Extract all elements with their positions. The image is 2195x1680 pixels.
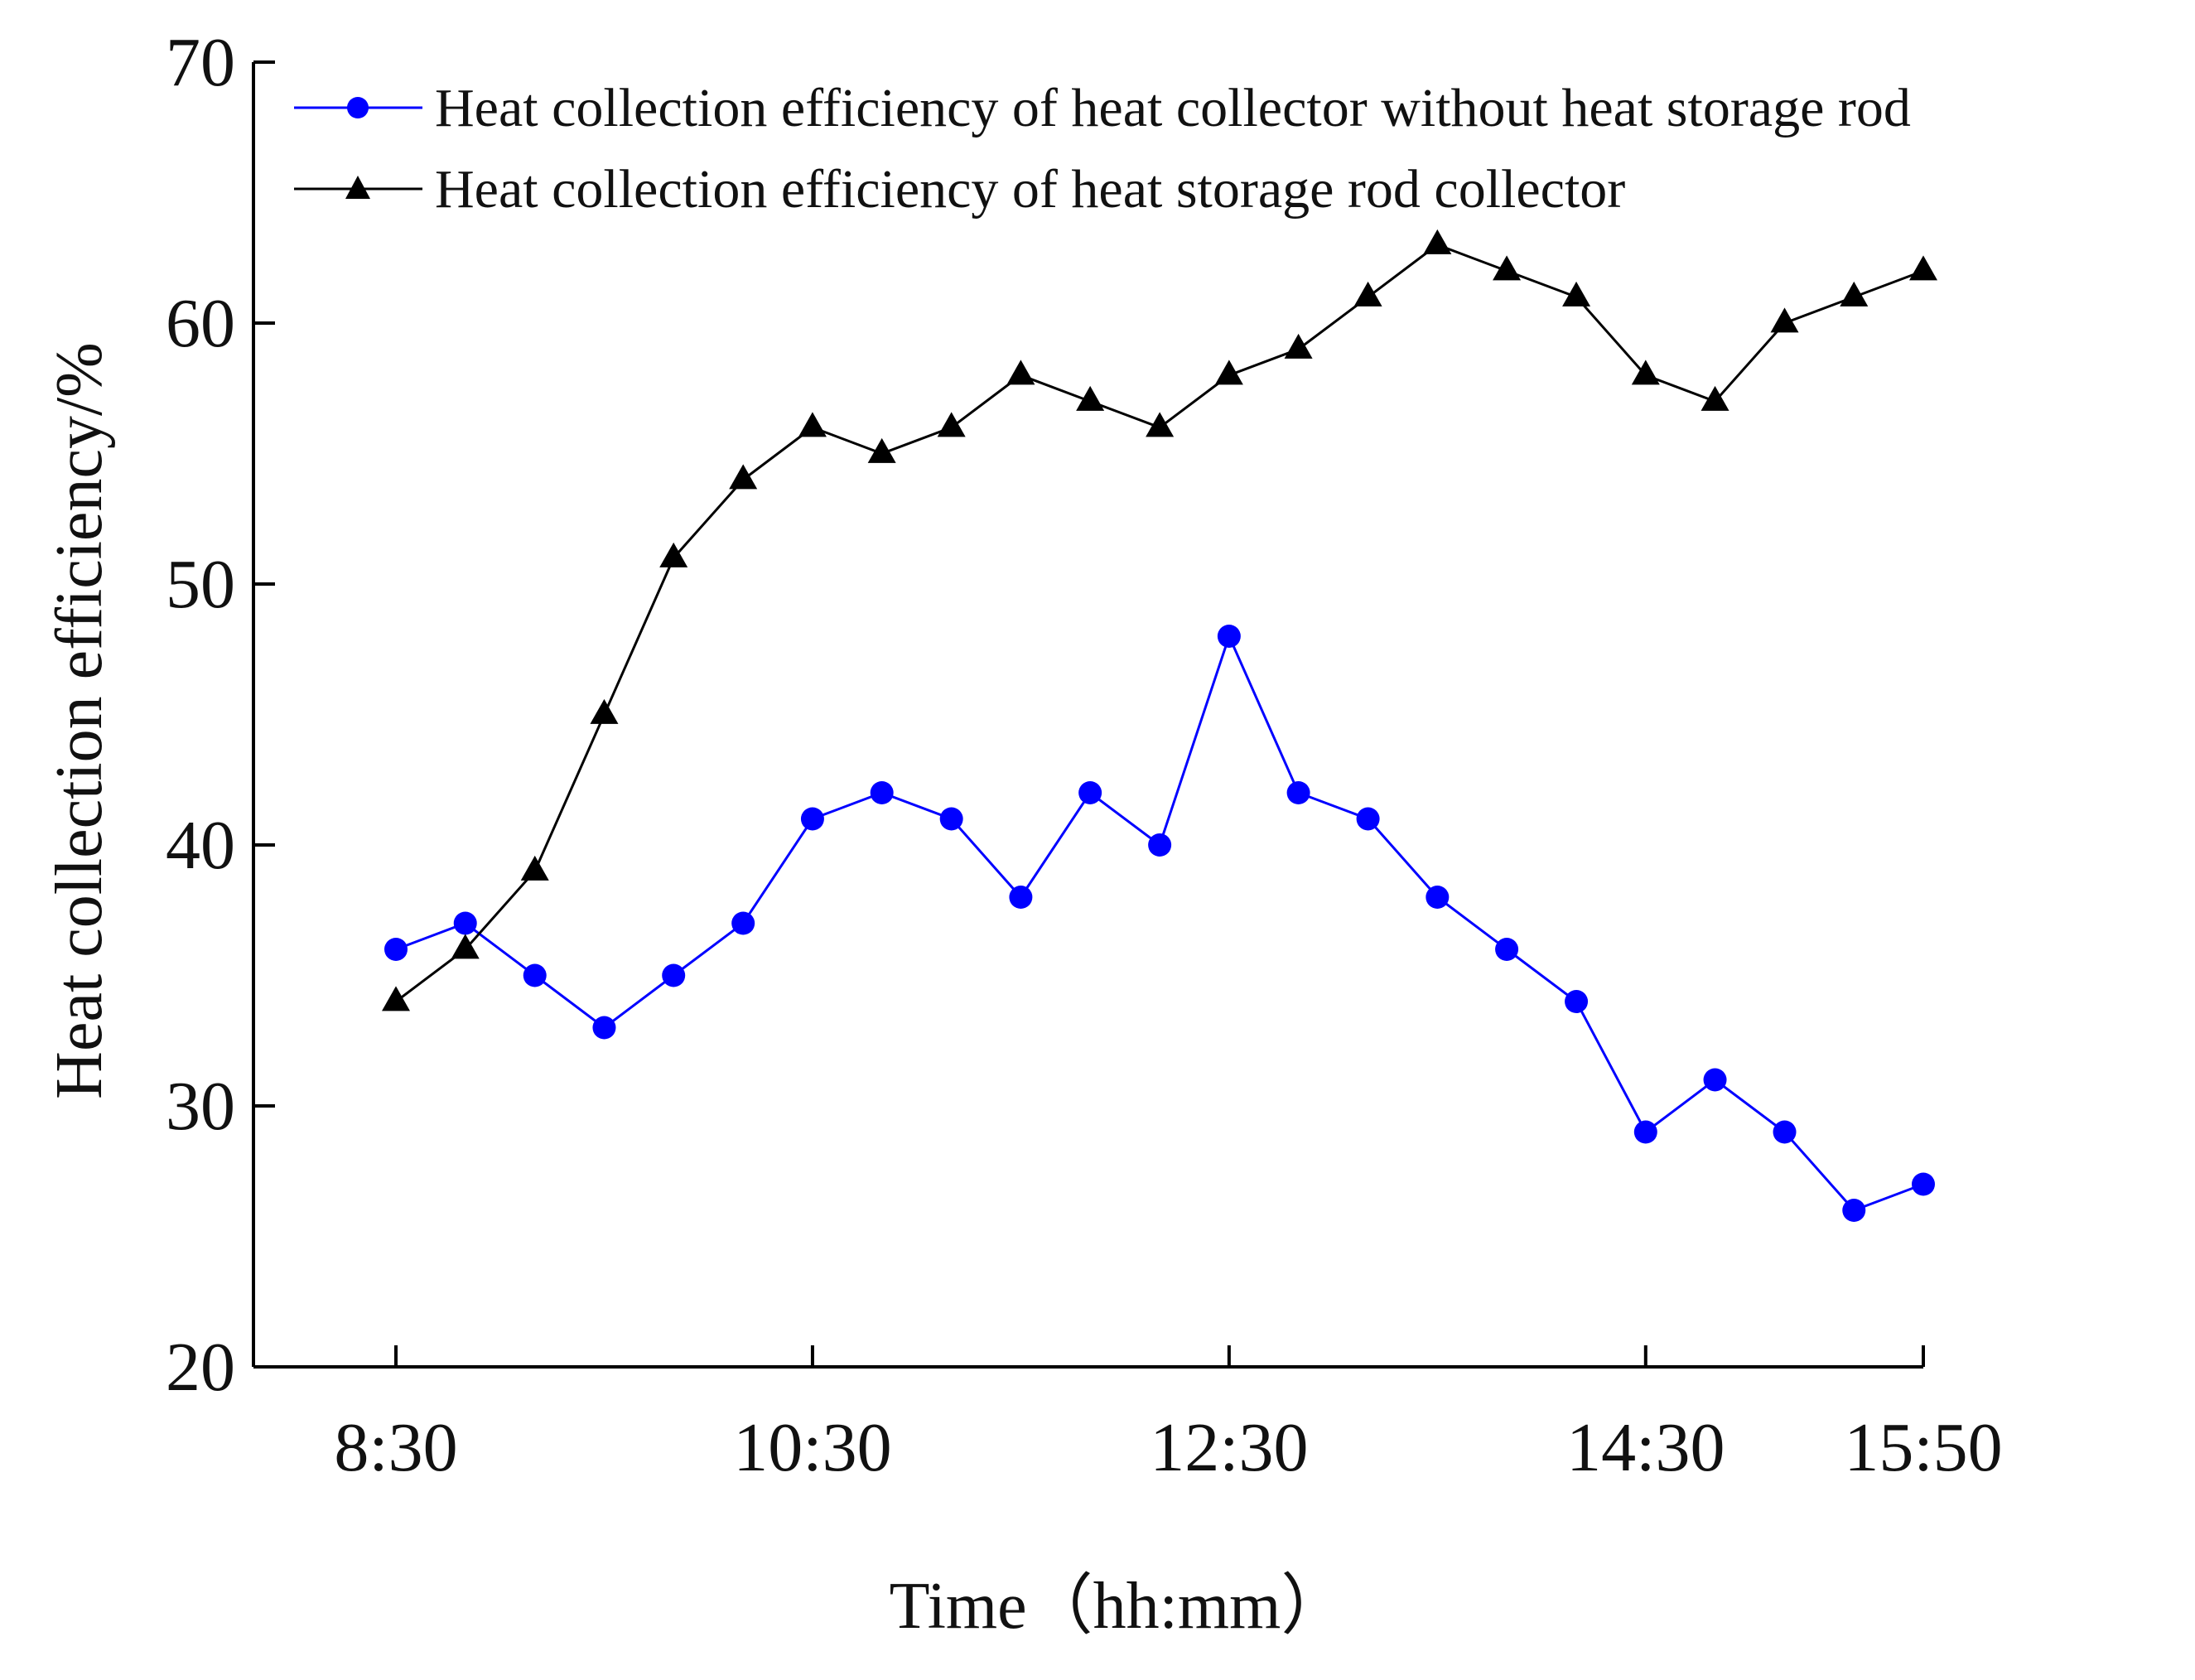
- series-2-point: [1493, 255, 1522, 281]
- series-1-point: [870, 781, 894, 804]
- series-2-line: [395, 243, 1924, 1003]
- series-1-point: [1426, 886, 1450, 909]
- series-1-point: [1356, 807, 1380, 831]
- x-tick-label: 8:30: [334, 1409, 457, 1486]
- series-1-point: [662, 963, 686, 987]
- series-1-point: [731, 911, 755, 935]
- series-1-point: [1148, 833, 1172, 857]
- series-2-point: [451, 934, 480, 959]
- series-2-point: [659, 542, 688, 567]
- series-2-point: [867, 437, 896, 463]
- legend-series-2-marker: [345, 176, 370, 199]
- series-2-point: [1631, 360, 1660, 385]
- series-1-line: [395, 632, 1924, 1212]
- series-2-point: [937, 412, 966, 437]
- x-tick-label: 15:50: [1844, 1409, 2002, 1486]
- series-1-point: [1565, 990, 1589, 1013]
- series-2-point: [1701, 385, 1729, 411]
- legend-series-1-marker: [347, 97, 369, 118]
- series-2-point: [1214, 360, 1243, 385]
- series-lines: [382, 229, 1937, 1222]
- x-axis-title: Time（hh:mm）: [890, 1570, 1348, 1643]
- series-2-point: [382, 986, 410, 1011]
- series-1: [384, 625, 1935, 1222]
- x-tick-label: 14:30: [1566, 1409, 1725, 1486]
- y-tick-label: 40: [166, 807, 235, 884]
- series-2-point: [1909, 255, 1937, 281]
- series-1-point: [453, 911, 477, 935]
- series-2-point: [1840, 281, 1869, 307]
- series-1-point: [1009, 886, 1033, 909]
- series-1-point: [800, 807, 824, 831]
- series-2-point: [1146, 412, 1175, 437]
- y-tick-label: 20: [166, 1329, 235, 1406]
- x-axis-ticks: 8:30 10:30 12:30 14:30 15:50: [334, 1345, 2003, 1486]
- series-1-point: [1078, 781, 1102, 804]
- series-2-point: [729, 464, 758, 490]
- series-1-point: [1217, 625, 1241, 648]
- series-2-point: [1353, 281, 1382, 307]
- series-1-point: [1703, 1068, 1727, 1092]
- series-2-point: [1076, 385, 1105, 411]
- series-1-point: [1633, 1120, 1657, 1144]
- series-2-point: [1284, 333, 1313, 359]
- series-1-point: [592, 1016, 616, 1040]
- series-2-point: [798, 412, 827, 437]
- series-1-point: [939, 807, 963, 831]
- y-axis-ticks: 20 30 40 50 60 70: [166, 24, 275, 1406]
- y-axis-title: Heat collection efficiency/%: [43, 342, 116, 1099]
- axes: [252, 62, 1923, 1369]
- series-1-point: [1495, 938, 1519, 961]
- y-tick-label: 50: [166, 546, 235, 623]
- series-1-point: [384, 938, 408, 961]
- series-2-point: [1423, 229, 1452, 254]
- legend-series-2-label: Heat collection efficiency of heat stora…: [435, 159, 1625, 220]
- series-2-point: [1770, 307, 1799, 333]
- y-tick-label: 30: [166, 1068, 235, 1145]
- series-2-point: [1562, 281, 1591, 307]
- series-1-point: [523, 963, 547, 987]
- series-2-point: [590, 698, 619, 724]
- x-tick-label: 12:30: [1150, 1409, 1308, 1486]
- legend: Heat collection efficiency of heat colle…: [294, 78, 1911, 220]
- y-tick-label: 70: [166, 24, 235, 101]
- series-1-point: [1773, 1120, 1797, 1144]
- y-tick-label: 60: [166, 285, 235, 362]
- legend-series-1-label: Heat collection efficiency of heat colle…: [435, 78, 1911, 138]
- series-1-point: [1286, 781, 1310, 804]
- series-1-point: [1842, 1199, 1866, 1222]
- series-1-point: [1912, 1172, 1935, 1196]
- x-tick-label: 10:30: [733, 1409, 891, 1486]
- series-2: [382, 229, 1937, 1011]
- series-2-point: [1006, 360, 1035, 385]
- series-2-point: [520, 855, 549, 881]
